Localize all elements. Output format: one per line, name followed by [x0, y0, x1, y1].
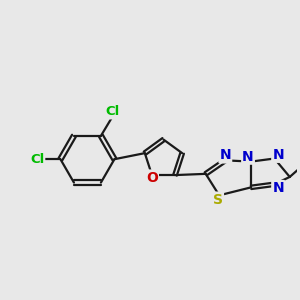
Text: N: N: [220, 148, 231, 163]
Text: N: N: [272, 181, 284, 195]
Text: O: O: [146, 170, 158, 184]
Text: S: S: [213, 193, 223, 207]
Text: Cl: Cl: [106, 105, 120, 119]
Text: N: N: [272, 148, 284, 162]
Text: N: N: [242, 150, 254, 164]
Text: Cl: Cl: [30, 153, 44, 166]
